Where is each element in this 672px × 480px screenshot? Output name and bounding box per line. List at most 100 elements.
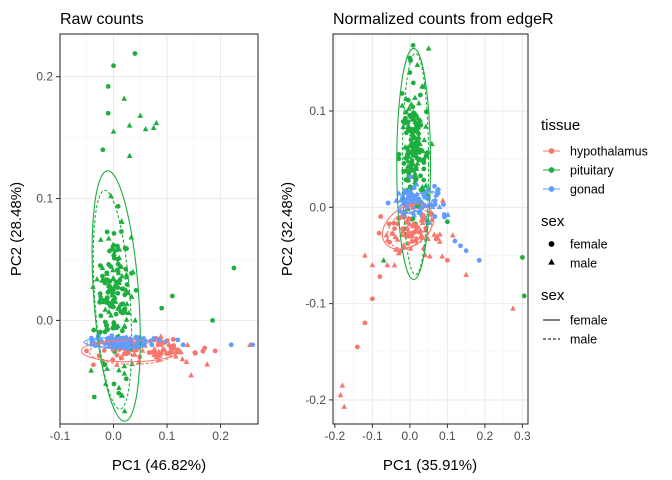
data-point-hypothalamus-male [161, 346, 168, 352]
data-point-pituitary-male [409, 116, 416, 122]
data-point-hypothalamus-male [153, 350, 160, 356]
data-point-pituitary-male [406, 153, 412, 159]
data-point-pituitary-male [408, 139, 415, 145]
chart-title: Raw counts [60, 11, 144, 28]
data-point-hypothalamus-male [510, 305, 516, 311]
data-point-hypothalamus-male [166, 350, 172, 356]
data-point-pituitary-male [110, 274, 117, 281]
legend-key-dot [548, 167, 555, 173]
data-point-pituitary-male [402, 144, 408, 150]
data-point-pituitary-female [132, 51, 138, 56]
legend-label: pituitary [570, 164, 615, 178]
data-point-hypothalamus-male [422, 227, 429, 233]
data-point-pituitary-male [116, 384, 122, 390]
data-point-pituitary-male [88, 367, 94, 373]
data-point-pituitary-female [119, 286, 125, 292]
data-point-pituitary-female [104, 322, 110, 328]
data-point-hypothalamus-female [409, 239, 415, 244]
confidence-ellipse-hypothalamus-female [381, 203, 435, 250]
data-point-hypothalamus-female [377, 274, 383, 280]
data-point-hypothalamus-male [122, 350, 129, 357]
data-point-pituitary-male [416, 100, 422, 106]
data-point-gonad-male [107, 335, 113, 341]
data-point-pituitary-male [97, 292, 104, 298]
data-point-pituitary-male [380, 257, 387, 263]
data-point-gonad-male [399, 196, 406, 202]
y-tick-label: -0.2 [305, 393, 326, 407]
data-point-gonad-male [408, 198, 414, 204]
data-point-hypothalamus-female [362, 320, 368, 326]
data-point-gonad-male [419, 199, 426, 205]
legend-item-female-shape: female [548, 238, 608, 252]
data-point-gonad-female [228, 342, 234, 348]
raw-counts-panel: Raw counts -0.1 0.0 0.1 0.2 0.0 0.1 0.2 PC1 (4… [8, 11, 259, 474]
data-point-pituitary-male [414, 160, 421, 166]
data-point-pituitary-male [110, 241, 116, 247]
data-point-pituitary-male [104, 365, 110, 371]
data-point-hypothalamus-male [449, 232, 456, 238]
data-point-gonad-male [113, 341, 120, 347]
data-point-pituitary-male [111, 285, 117, 292]
data-point-gonad-male [413, 195, 420, 202]
data-point-pituitary-male [106, 308, 112, 315]
data-point-hypothalamus-female [212, 348, 218, 354]
data-point-pituitary-male [110, 266, 116, 273]
data-point-hypothalamus-male [131, 350, 138, 356]
data-point-hypothalamus-male [419, 219, 426, 225]
data-point-pituitary-female [102, 362, 108, 367]
data-point-hypothalamus-male [394, 236, 401, 242]
data-point-hypothalamus-male [439, 197, 446, 203]
data-point-pituitary-male [409, 167, 415, 173]
confidence-ellipse-hypothalamus-male [88, 339, 176, 365]
data-point-pituitary-male [110, 302, 117, 309]
data-point-pituitary-female [421, 166, 427, 172]
data-point-gonad-female [250, 342, 256, 348]
confidence-ellipse-pituitary-female [396, 47, 432, 281]
data-point-pituitary-male [118, 263, 124, 270]
data-point-pituitary-male [112, 298, 119, 304]
data-point-pituitary-female [403, 155, 409, 161]
data-point-hypothalamus-male [148, 349, 155, 355]
y-tick-label: 0.1 [309, 104, 326, 118]
data-point-pituitary-female [116, 390, 122, 396]
data-point-gonad-female [458, 243, 463, 249]
data-point-hypothalamus-male [427, 253, 433, 259]
x-tick-label: -0.1 [50, 429, 71, 443]
data-point-hypothalamus-male [119, 354, 125, 360]
data-point-hypothalamus-male [401, 213, 407, 220]
data-point-pituitary-male [423, 123, 429, 129]
data-point-pituitary-male [126, 122, 133, 128]
data-point-pituitary-female [402, 120, 408, 126]
data-point-hypothalamus-male [383, 232, 390, 238]
data-point-pituitary-female [115, 243, 120, 249]
data-point-pituitary-female [231, 265, 237, 271]
data-point-gonad-male [393, 197, 400, 203]
data-point-hypothalamus-female [192, 350, 198, 356]
data-point-pituitary-male [153, 119, 160, 126]
data-point-pituitary-male [419, 83, 425, 89]
data-point-hypothalamus-male [156, 348, 162, 354]
data-point-hypothalamus-male [184, 341, 191, 348]
data-point-gonad-female [180, 342, 186, 348]
confidence-ellipse-pituitary-male [92, 189, 133, 410]
data-point-pituitary-male [104, 270, 110, 276]
data-point-gonad-male [436, 203, 443, 210]
data-point-pituitary-male [97, 295, 104, 301]
data-point-pituitary-female [115, 261, 121, 267]
legend-key-dot [548, 148, 555, 154]
confidence-ellipse-pituitary-female [91, 170, 141, 422]
data-point-pituitary-female [124, 282, 130, 287]
data-point-pituitary-female [410, 216, 416, 221]
data-point-gonad-male [413, 199, 420, 205]
data-point-hypothalamus-male [341, 403, 348, 409]
data-point-hypothalamus-male [178, 348, 184, 355]
data-point-gonad-female [432, 183, 437, 189]
confidence-ellipse-gonad-female [83, 336, 149, 348]
x-tick-label: 0.1 [439, 429, 456, 443]
x-tick-label: -0.2 [325, 429, 346, 443]
data-point-pituitary-male [108, 312, 114, 318]
data-point-pituitary-female [104, 327, 110, 333]
data-point-hypothalamus-female [114, 352, 120, 358]
legend-key-triangle [548, 258, 555, 265]
